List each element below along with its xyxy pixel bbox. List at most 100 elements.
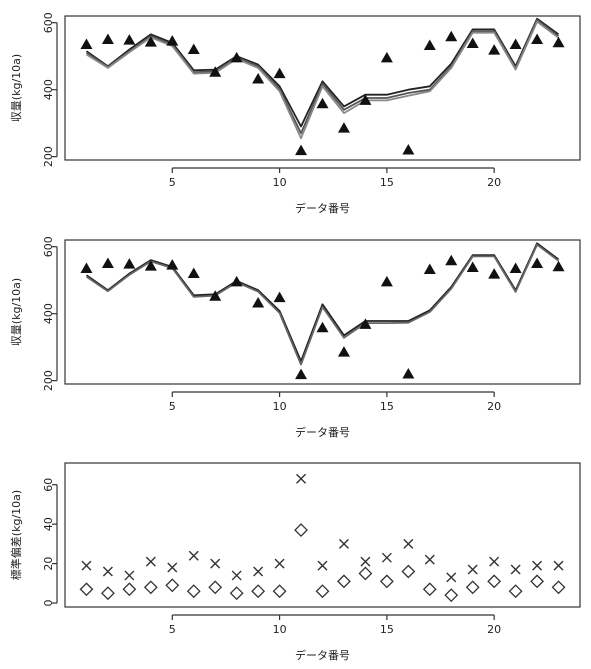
cross-point xyxy=(424,554,435,565)
diamond-point xyxy=(422,582,437,597)
diamond-point xyxy=(208,580,223,595)
x-tick-label: 15 xyxy=(380,623,394,636)
diamond-point xyxy=(165,578,180,593)
observed-point xyxy=(466,261,479,272)
observed-point xyxy=(531,33,544,44)
x-tick-label: 5 xyxy=(169,400,176,413)
x-tick-label: 15 xyxy=(380,400,394,413)
observed-point xyxy=(380,51,393,63)
observed-point xyxy=(509,38,522,49)
diamond-point xyxy=(551,580,566,595)
observed-point xyxy=(187,43,200,54)
cross-point xyxy=(81,560,92,571)
observed-point xyxy=(273,291,286,303)
series-line-2 xyxy=(85,243,560,366)
x-tick-label: 5 xyxy=(169,623,176,636)
diamond-point xyxy=(401,564,416,579)
x-axis-label: データ番号 xyxy=(295,425,350,439)
observed-point xyxy=(209,290,222,301)
x-tick-label: 20 xyxy=(487,176,501,189)
cross-point xyxy=(167,562,178,573)
chart-middle-yield-two-models: 5 10 15 20 データ番号 200 400 600 収量(kg/10a) xyxy=(10,236,581,439)
y-tick-label: 0 xyxy=(42,600,55,607)
y-tick-label: 200 xyxy=(42,370,55,391)
x-tick-label: 10 xyxy=(273,623,287,636)
diamond-point xyxy=(251,584,266,599)
y-tick-label: 60 xyxy=(42,478,55,492)
diamond-point xyxy=(358,566,373,581)
observed-point xyxy=(380,275,393,287)
cross-point xyxy=(510,564,521,575)
chart-top-yield-three-models: 5 10 15 20 データ番号 200 400 600 収量(kg/10a) xyxy=(10,12,581,215)
observed-point xyxy=(488,268,501,279)
plot-frame xyxy=(64,462,581,608)
observed-point xyxy=(101,33,114,44)
diamond-point xyxy=(337,574,351,589)
observed-point xyxy=(230,51,243,63)
x-axis-label: データ番号 xyxy=(295,201,350,215)
observed-point xyxy=(359,94,372,105)
cross-point xyxy=(102,566,113,577)
series-line-1 xyxy=(85,242,560,363)
diamond-point xyxy=(379,574,394,589)
observed-point xyxy=(295,368,308,380)
observed-point xyxy=(531,257,544,268)
series-line-2 xyxy=(86,19,560,135)
observed-point xyxy=(402,367,415,379)
observed-point xyxy=(187,267,200,278)
diamond-point xyxy=(100,586,115,601)
diamond-point xyxy=(294,523,308,537)
diamond-point xyxy=(315,584,330,599)
observed-point xyxy=(316,321,329,333)
series-line-3 xyxy=(86,20,560,140)
observed-point xyxy=(316,97,329,109)
observed-point xyxy=(101,257,114,268)
diamond-point xyxy=(229,586,244,601)
observed-point xyxy=(123,34,136,45)
plot-frame xyxy=(64,15,581,161)
diamond-point xyxy=(272,584,287,599)
observed-point xyxy=(144,260,157,271)
observed-point xyxy=(209,66,222,77)
diamond-point xyxy=(143,580,158,595)
x-tick-label: 15 xyxy=(380,176,394,189)
cross-point xyxy=(317,560,328,571)
y-tick-label: 600 xyxy=(42,236,55,257)
cross-point xyxy=(532,560,543,571)
diamond-point xyxy=(487,574,502,589)
observed-point xyxy=(466,37,479,48)
diamond-point xyxy=(444,588,459,603)
cross-point xyxy=(360,556,371,567)
observed-point xyxy=(359,318,372,329)
observed-point xyxy=(252,72,265,84)
cross-point xyxy=(553,560,564,571)
observed-point xyxy=(423,39,436,50)
observed-point xyxy=(445,30,458,42)
cross-point xyxy=(253,566,264,577)
observed-point xyxy=(80,38,93,49)
observed-point xyxy=(337,122,350,133)
diamond-point xyxy=(508,584,523,599)
observed-point xyxy=(166,35,179,46)
series-line-1 xyxy=(85,17,560,128)
observed-point xyxy=(295,144,308,156)
observed-point xyxy=(166,259,179,270)
observed-point xyxy=(552,260,565,272)
cross-point xyxy=(274,558,285,569)
observed-point xyxy=(552,36,565,48)
cross-point xyxy=(446,572,457,583)
cross-point xyxy=(124,570,135,581)
cross-point xyxy=(381,552,392,563)
observed-point xyxy=(144,36,157,47)
plot-frame xyxy=(64,239,581,385)
x-tick-label: 20 xyxy=(487,623,501,636)
observed-point xyxy=(423,263,436,274)
observed-point xyxy=(252,296,265,308)
cross-point xyxy=(467,564,478,575)
x-axis-label: データ番号 xyxy=(295,648,350,662)
y-tick-label: 200 xyxy=(42,146,55,167)
cross-point xyxy=(338,538,349,549)
cross-point xyxy=(188,550,199,561)
cross-point xyxy=(231,570,242,581)
